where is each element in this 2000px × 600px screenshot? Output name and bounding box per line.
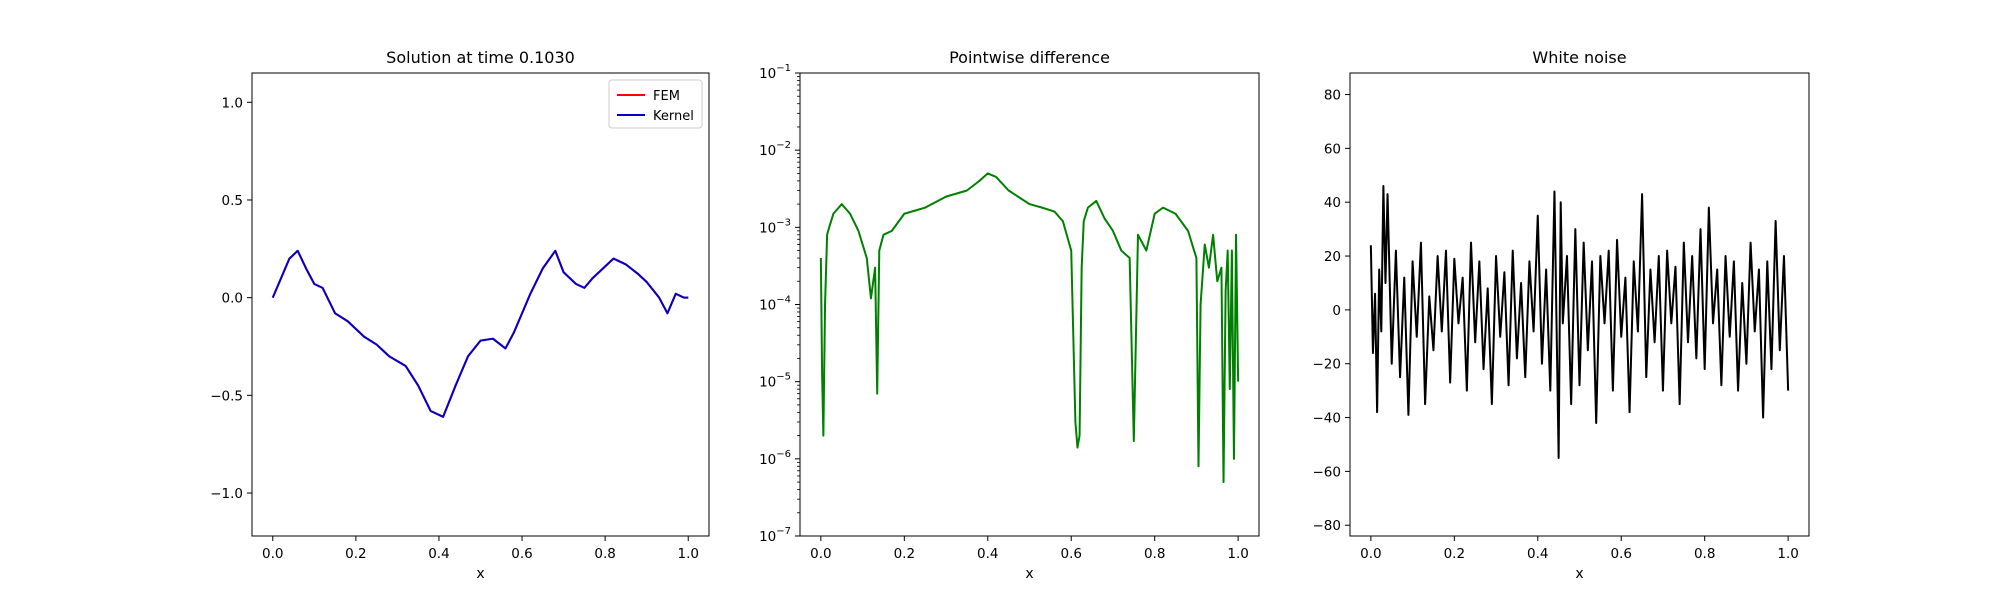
y-tick-label: −80 (1313, 518, 1342, 534)
x-tick-label: 0.6 (511, 546, 532, 562)
y-tick-label: −0.5 (210, 388, 243, 404)
subplot-3: White noise 0.0 0.2 0.4 0.6 0.8 1.0 −80 −60 −40 −2… (1313, 48, 1810, 582)
x-tick-label: 0.4 (1527, 546, 1548, 562)
y-tick-label: −60 (1313, 464, 1342, 480)
x-tick-label: 1.0 (677, 546, 698, 562)
series-line (1369, 185, 1790, 459)
legend-label-kernel: Kernel (653, 109, 694, 124)
y-tick-label: 10−1 (759, 63, 791, 82)
axes-frame (799, 72, 1260, 537)
y-tick-label: 10−6 (759, 449, 791, 468)
x-tick-label: 0.0 (1360, 546, 1381, 562)
x-tick-label: 0.2 (1444, 546, 1465, 562)
y-tick-label: 80 (1324, 88, 1341, 104)
x-tick-label: 1.0 (1227, 546, 1248, 562)
x-tick-label: 0.4 (428, 546, 449, 562)
legend-label-fem: FEM (653, 89, 680, 104)
x-tick-label: 0.2 (345, 546, 366, 562)
y-tick-label: 60 (1324, 141, 1341, 157)
y-tick-label: 10−5 (759, 372, 791, 391)
chart-title: Solution at time 0.1030 (386, 48, 575, 67)
x-tick-label: 0.2 (894, 546, 915, 562)
x-axis-label: x (1575, 566, 1583, 582)
y-tick-label: 0.5 (222, 193, 243, 209)
y-tick-label: 1.0 (222, 95, 243, 111)
series-line-fem (271, 249, 689, 418)
y-tick-label: −1.0 (210, 486, 243, 502)
y-tick-label: −40 (1313, 411, 1342, 427)
legend: FEM Kernel (608, 79, 703, 129)
x-axis-label: x (476, 566, 484, 582)
x-tick-label: 0.8 (594, 546, 615, 562)
axes-frame (251, 72, 710, 537)
y-tick-label: 10−3 (759, 217, 791, 236)
subplot-2: Pointwise difference 0.0 0.2 0.4 0.6 0.8 1.0 10… (759, 48, 1260, 582)
x-axis-label: x (1025, 566, 1033, 582)
y-tick-label: 20 (1324, 249, 1341, 265)
chart-title: Pointwise difference (949, 48, 1110, 67)
y-tick-label: 10−4 (759, 295, 791, 314)
series-line (819, 172, 1240, 484)
x-tick-label: 0.8 (1144, 546, 1165, 562)
y-tick-label: 10−7 (759, 526, 791, 545)
subplot-1: Solution at time 0.1030 0.0 0.2 0.4 0.6 0.8 1.… (210, 48, 710, 582)
x-tick-label: 1.0 (1777, 546, 1798, 562)
y-tick-label: −20 (1313, 357, 1342, 373)
x-tick-label: 0.0 (810, 546, 831, 562)
series-line-kernel (271, 249, 689, 418)
y-tick-label: 0 (1332, 303, 1341, 319)
chart-title: White noise (1532, 48, 1626, 67)
y-tick-label: 40 (1324, 195, 1341, 211)
x-tick-label: 0.8 (1694, 546, 1715, 562)
y-tick-label: 10−2 (759, 140, 791, 159)
x-tick-label: 0.6 (1610, 546, 1631, 562)
x-tick-label: 0.4 (977, 546, 998, 562)
x-tick-label: 0.0 (262, 546, 283, 562)
axes-frame (1349, 72, 1810, 537)
y-tick-label: 0.0 (222, 291, 243, 307)
x-tick-label: 0.6 (1060, 546, 1081, 562)
